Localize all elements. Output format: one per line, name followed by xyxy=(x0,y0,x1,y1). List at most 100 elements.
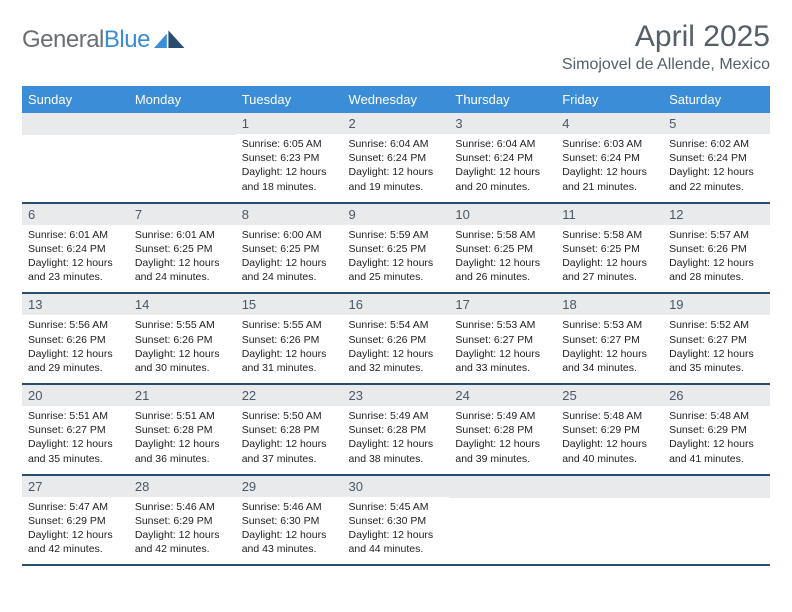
daylight-line-2: and 28 minutes. xyxy=(669,270,764,284)
calendar-day-cell: 23Sunrise: 5:49 AMSunset: 6:28 PMDayligh… xyxy=(343,384,450,475)
daylight-line-2: and 39 minutes. xyxy=(455,452,550,466)
title-block: April 2025 Simojovel de Allende, Mexico xyxy=(562,20,770,74)
day-number: 20 xyxy=(22,385,129,406)
sunrise-line: Sunrise: 5:46 AM xyxy=(242,500,337,514)
calendar-day-cell: 30Sunrise: 5:45 AMSunset: 6:30 PMDayligh… xyxy=(343,475,450,566)
daylight-line-2: and 24 minutes. xyxy=(242,270,337,284)
daylight-line-2: and 22 minutes. xyxy=(669,180,764,194)
sunset-line: Sunset: 6:26 PM xyxy=(28,333,123,347)
sunset-line: Sunset: 6:28 PM xyxy=(349,423,444,437)
sunrise-line: Sunrise: 5:53 AM xyxy=(562,318,657,332)
sunrise-line: Sunrise: 6:01 AM xyxy=(28,228,123,242)
calendar-day-cell xyxy=(449,475,556,566)
sunset-line: Sunset: 6:26 PM xyxy=(242,333,337,347)
brand-text: GeneralBlue xyxy=(22,26,150,54)
day-details: Sunrise: 6:03 AMSunset: 6:24 PMDaylight:… xyxy=(556,134,663,202)
daylight-line-2: and 34 minutes. xyxy=(562,361,657,375)
calendar-day-cell: 15Sunrise: 5:55 AMSunset: 6:26 PMDayligh… xyxy=(236,293,343,384)
calendar-day-cell: 16Sunrise: 5:54 AMSunset: 6:26 PMDayligh… xyxy=(343,293,450,384)
brand-logo: GeneralBlue xyxy=(22,26,186,54)
day-details: Sunrise: 5:51 AMSunset: 6:27 PMDaylight:… xyxy=(22,406,129,474)
sunset-line: Sunset: 6:30 PM xyxy=(242,514,337,528)
day-details: Sunrise: 5:50 AMSunset: 6:28 PMDaylight:… xyxy=(236,406,343,474)
location-subtitle: Simojovel de Allende, Mexico xyxy=(562,56,770,74)
sunset-line: Sunset: 6:27 PM xyxy=(562,333,657,347)
daylight-line-2: and 26 minutes. xyxy=(455,270,550,284)
calendar-day-cell: 2Sunrise: 6:04 AMSunset: 6:24 PMDaylight… xyxy=(343,113,450,203)
day-number: 26 xyxy=(663,385,770,406)
day-details: Sunrise: 5:58 AMSunset: 6:25 PMDaylight:… xyxy=(449,225,556,293)
daylight-line-2: and 30 minutes. xyxy=(135,361,230,375)
daylight-line-1: Daylight: 12 hours xyxy=(135,347,230,361)
daylight-line-1: Daylight: 12 hours xyxy=(349,528,444,542)
day-details-empty xyxy=(663,498,770,556)
sunrise-line: Sunrise: 6:03 AM xyxy=(562,137,657,151)
daylight-line-2: and 35 minutes. xyxy=(28,452,123,466)
calendar-day-cell: 14Sunrise: 5:55 AMSunset: 6:26 PMDayligh… xyxy=(129,293,236,384)
sunset-line: Sunset: 6:29 PM xyxy=(562,423,657,437)
sunrise-line: Sunrise: 5:56 AM xyxy=(28,318,123,332)
day-details: Sunrise: 5:55 AMSunset: 6:26 PMDaylight:… xyxy=(236,315,343,383)
sunrise-line: Sunrise: 6:00 AM xyxy=(242,228,337,242)
day-details-empty xyxy=(556,498,663,556)
calendar-day-cell: 17Sunrise: 5:53 AMSunset: 6:27 PMDayligh… xyxy=(449,293,556,384)
calendar-day-cell: 11Sunrise: 5:58 AMSunset: 6:25 PMDayligh… xyxy=(556,203,663,294)
daylight-line-2: and 27 minutes. xyxy=(562,270,657,284)
sunrise-line: Sunrise: 5:58 AM xyxy=(455,228,550,242)
day-number: 15 xyxy=(236,294,343,315)
day-number: 9 xyxy=(343,204,450,225)
day-number: 17 xyxy=(449,294,556,315)
day-details: Sunrise: 5:49 AMSunset: 6:28 PMDaylight:… xyxy=(343,406,450,474)
sunset-line: Sunset: 6:24 PM xyxy=(28,242,123,256)
day-number: 30 xyxy=(343,476,450,497)
page-title: April 2025 xyxy=(562,20,770,54)
calendar-day-cell: 29Sunrise: 5:46 AMSunset: 6:30 PMDayligh… xyxy=(236,475,343,566)
calendar-day-cell: 21Sunrise: 5:51 AMSunset: 6:28 PMDayligh… xyxy=(129,384,236,475)
day-details: Sunrise: 5:48 AMSunset: 6:29 PMDaylight:… xyxy=(556,406,663,474)
daylight-line-2: and 19 minutes. xyxy=(349,180,444,194)
day-details: Sunrise: 5:51 AMSunset: 6:28 PMDaylight:… xyxy=(129,406,236,474)
day-number: 5 xyxy=(663,113,770,134)
calendar-week-row: 27Sunrise: 5:47 AMSunset: 6:29 PMDayligh… xyxy=(22,475,770,566)
calendar-day-cell: 24Sunrise: 5:49 AMSunset: 6:28 PMDayligh… xyxy=(449,384,556,475)
sunset-line: Sunset: 6:29 PM xyxy=(669,423,764,437)
daylight-line-2: and 29 minutes. xyxy=(28,361,123,375)
daylight-line-2: and 42 minutes. xyxy=(135,542,230,556)
sunrise-line: Sunrise: 5:58 AM xyxy=(562,228,657,242)
brand-sail-icon xyxy=(154,30,186,50)
daylight-line-1: Daylight: 12 hours xyxy=(562,437,657,451)
day-details: Sunrise: 5:47 AMSunset: 6:29 PMDaylight:… xyxy=(22,497,129,565)
daylight-line-1: Daylight: 12 hours xyxy=(669,437,764,451)
day-number: 28 xyxy=(129,476,236,497)
calendar-day-cell: 26Sunrise: 5:48 AMSunset: 6:29 PMDayligh… xyxy=(663,384,770,475)
calendar-body: 1Sunrise: 6:05 AMSunset: 6:23 PMDaylight… xyxy=(22,113,770,565)
sunrise-line: Sunrise: 5:50 AM xyxy=(242,409,337,423)
day-details: Sunrise: 6:01 AMSunset: 6:24 PMDaylight:… xyxy=(22,225,129,293)
brand-word-1: General xyxy=(22,26,104,53)
day-number: 8 xyxy=(236,204,343,225)
sunset-line: Sunset: 6:24 PM xyxy=(349,151,444,165)
day-number: 16 xyxy=(343,294,450,315)
weekday-header: Tuesday xyxy=(236,86,343,113)
calendar-day-cell xyxy=(556,475,663,566)
daylight-line-1: Daylight: 12 hours xyxy=(455,256,550,270)
header: GeneralBlue April 2025 Simojovel de Alle… xyxy=(22,20,770,74)
sunrise-line: Sunrise: 5:51 AM xyxy=(135,409,230,423)
sunrise-line: Sunrise: 5:49 AM xyxy=(349,409,444,423)
daylight-line-1: Daylight: 12 hours xyxy=(455,165,550,179)
calendar-day-cell xyxy=(663,475,770,566)
sunrise-line: Sunrise: 5:55 AM xyxy=(242,318,337,332)
day-details: Sunrise: 6:05 AMSunset: 6:23 PMDaylight:… xyxy=(236,134,343,202)
sunrise-line: Sunrise: 6:04 AM xyxy=(455,137,550,151)
day-number: 25 xyxy=(556,385,663,406)
day-details-empty xyxy=(129,135,236,193)
day-number: 2 xyxy=(343,113,450,134)
day-number: 7 xyxy=(129,204,236,225)
daylight-line-2: and 31 minutes. xyxy=(242,361,337,375)
sunset-line: Sunset: 6:28 PM xyxy=(455,423,550,437)
daylight-line-1: Daylight: 12 hours xyxy=(669,165,764,179)
daylight-line-1: Daylight: 12 hours xyxy=(242,528,337,542)
sunrise-line: Sunrise: 5:51 AM xyxy=(28,409,123,423)
daylight-line-1: Daylight: 12 hours xyxy=(28,347,123,361)
daylight-line-1: Daylight: 12 hours xyxy=(562,165,657,179)
